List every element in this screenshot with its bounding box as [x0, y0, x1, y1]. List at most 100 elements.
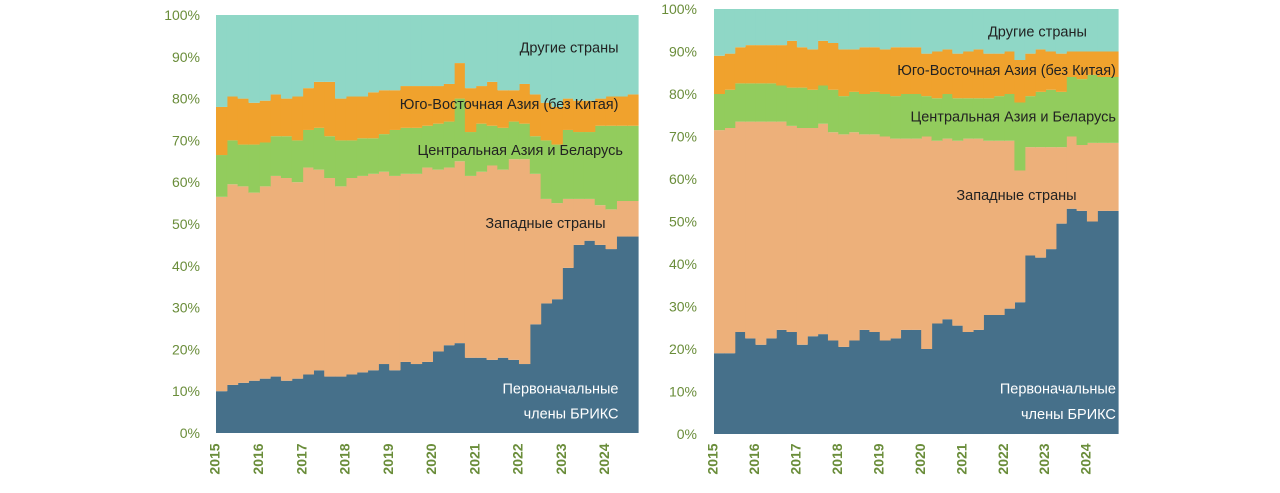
- series-2-step-8: [796, 87, 808, 129]
- series-0-step-16: [879, 340, 891, 434]
- series-4-step-9: [807, 9, 819, 50]
- series-4-step-31: [1035, 9, 1047, 50]
- series-0-step-9: [807, 336, 819, 434]
- series-4-step-3: [745, 9, 757, 46]
- series-0-step-1: [226, 384, 239, 433]
- series-2-step-14: [367, 138, 379, 174]
- series-4-step-12: [345, 15, 358, 97]
- series-0-step-12: [838, 346, 850, 435]
- series-2-step-2: [734, 83, 746, 122]
- series-1-step-5: [270, 175, 282, 377]
- series-0-step-0: [216, 391, 228, 433]
- series-2-step-5: [765, 83, 777, 122]
- series-0-step-21: [443, 345, 455, 433]
- series-0-step-28: [1004, 308, 1016, 435]
- series-3-step-32: [1045, 51, 1057, 90]
- series-0-step-36: [605, 249, 617, 433]
- series-1-step-33: [1055, 147, 1067, 224]
- series-2-step-28: [1004, 94, 1016, 141]
- series-3-step-24: [475, 86, 488, 124]
- x-tick-label: 2016: [250, 443, 266, 474]
- series-1-step-21: [443, 167, 455, 346]
- series-3-step-22: [941, 49, 953, 95]
- series-2-step-33: [573, 132, 585, 199]
- series-3-step-36: [1086, 51, 1098, 75]
- series-0-step-13: [356, 372, 369, 433]
- series-1-step-24: [962, 138, 974, 333]
- series-4-step-5: [270, 15, 282, 95]
- series-1-step-22: [454, 161, 466, 344]
- series-0-step-30: [540, 303, 553, 433]
- y-tick-label: 100%: [164, 7, 200, 23]
- series-0-step-25: [972, 329, 984, 435]
- series-4-step-2: [237, 15, 250, 99]
- series-0-step-33: [573, 244, 585, 433]
- x-tick-label: 2015: [207, 443, 223, 474]
- series-3-step-30: [540, 102, 553, 141]
- series-2-step-34: [583, 132, 596, 199]
- series-2-step-30: [1024, 96, 1036, 148]
- series-2-step-2: [237, 144, 250, 187]
- series-1-step-16: [389, 175, 401, 371]
- series-1-step-16: [879, 136, 891, 341]
- series-2-step-10: [324, 136, 336, 179]
- series-4-step-0: [714, 9, 725, 56]
- series-4-step-22: [941, 9, 953, 50]
- series-0-step-4: [755, 344, 767, 434]
- series-2-step-5: [270, 136, 282, 176]
- series-0-step-26: [983, 315, 995, 434]
- series-1-step-6: [280, 178, 293, 381]
- series-0-step-27: [508, 359, 520, 433]
- series-3-step-28: [518, 83, 531, 124]
- series-3-step-18: [410, 86, 423, 128]
- series-1-step-1: [724, 128, 736, 354]
- series-1-step-8: [796, 128, 808, 345]
- series-3-step-31: [1035, 49, 1047, 92]
- series-4-step-33: [573, 15, 585, 101]
- x-axis-ticks: 2015 2016 2017 2018 2019 2020 2021 2022 2023 2024: [705, 443, 1094, 474]
- series-2-step-29: [1014, 102, 1026, 171]
- series-4-step-19: [421, 15, 434, 87]
- series-2-step-7: [291, 140, 304, 183]
- series-3-step-19: [421, 86, 434, 126]
- series-4-step-29: [529, 15, 542, 95]
- series-2-step-15: [378, 134, 390, 172]
- series-4-step-27: [508, 15, 520, 91]
- series-2-step-20: [921, 96, 933, 137]
- series-2-step-10: [817, 85, 829, 124]
- series-0-step-3: [745, 338, 757, 435]
- y-tick-label: 60%: [669, 171, 697, 187]
- series-3-step-4: [755, 45, 767, 84]
- x-tick-label: 2024: [596, 443, 612, 474]
- series-4-step-32: [562, 15, 574, 99]
- series-2-step-37: [1097, 77, 1109, 143]
- x-tick-label: 2020: [912, 443, 928, 474]
- y-tick-label: 50%: [172, 216, 200, 232]
- series-1-step-32: [562, 198, 574, 268]
- series-areas: [714, 9, 1119, 435]
- series-4-step-0: [216, 15, 228, 107]
- series-3-step-38: [1107, 51, 1119, 77]
- series-0-area: [714, 208, 1119, 435]
- series-3-step-18: [900, 47, 912, 94]
- series-0-step-2: [237, 382, 250, 433]
- x-tick-label: 2022: [995, 443, 1011, 474]
- series-2-step-25: [972, 98, 984, 139]
- series-2-step-1: [226, 140, 239, 185]
- series-4-step-23: [952, 9, 964, 54]
- series-3-step-14: [859, 47, 870, 94]
- series-0-step-31: [1035, 257, 1047, 435]
- series-2-step-9: [807, 89, 819, 128]
- series-1-step-38: [627, 201, 639, 237]
- series-4-step-38: [627, 15, 639, 95]
- series-3-step-10: [817, 40, 829, 86]
- series-1-step-14: [367, 173, 379, 371]
- series-3-step-31: [551, 106, 563, 145]
- series-4-step-13: [356, 15, 369, 97]
- series-2-step-17: [890, 96, 902, 139]
- series-2-label: Центральная Азия и Беларусь: [911, 110, 1116, 126]
- series-3-step-3: [745, 45, 757, 84]
- series-1-step-2: [734, 121, 746, 333]
- x-tick-label: 2021: [466, 443, 482, 474]
